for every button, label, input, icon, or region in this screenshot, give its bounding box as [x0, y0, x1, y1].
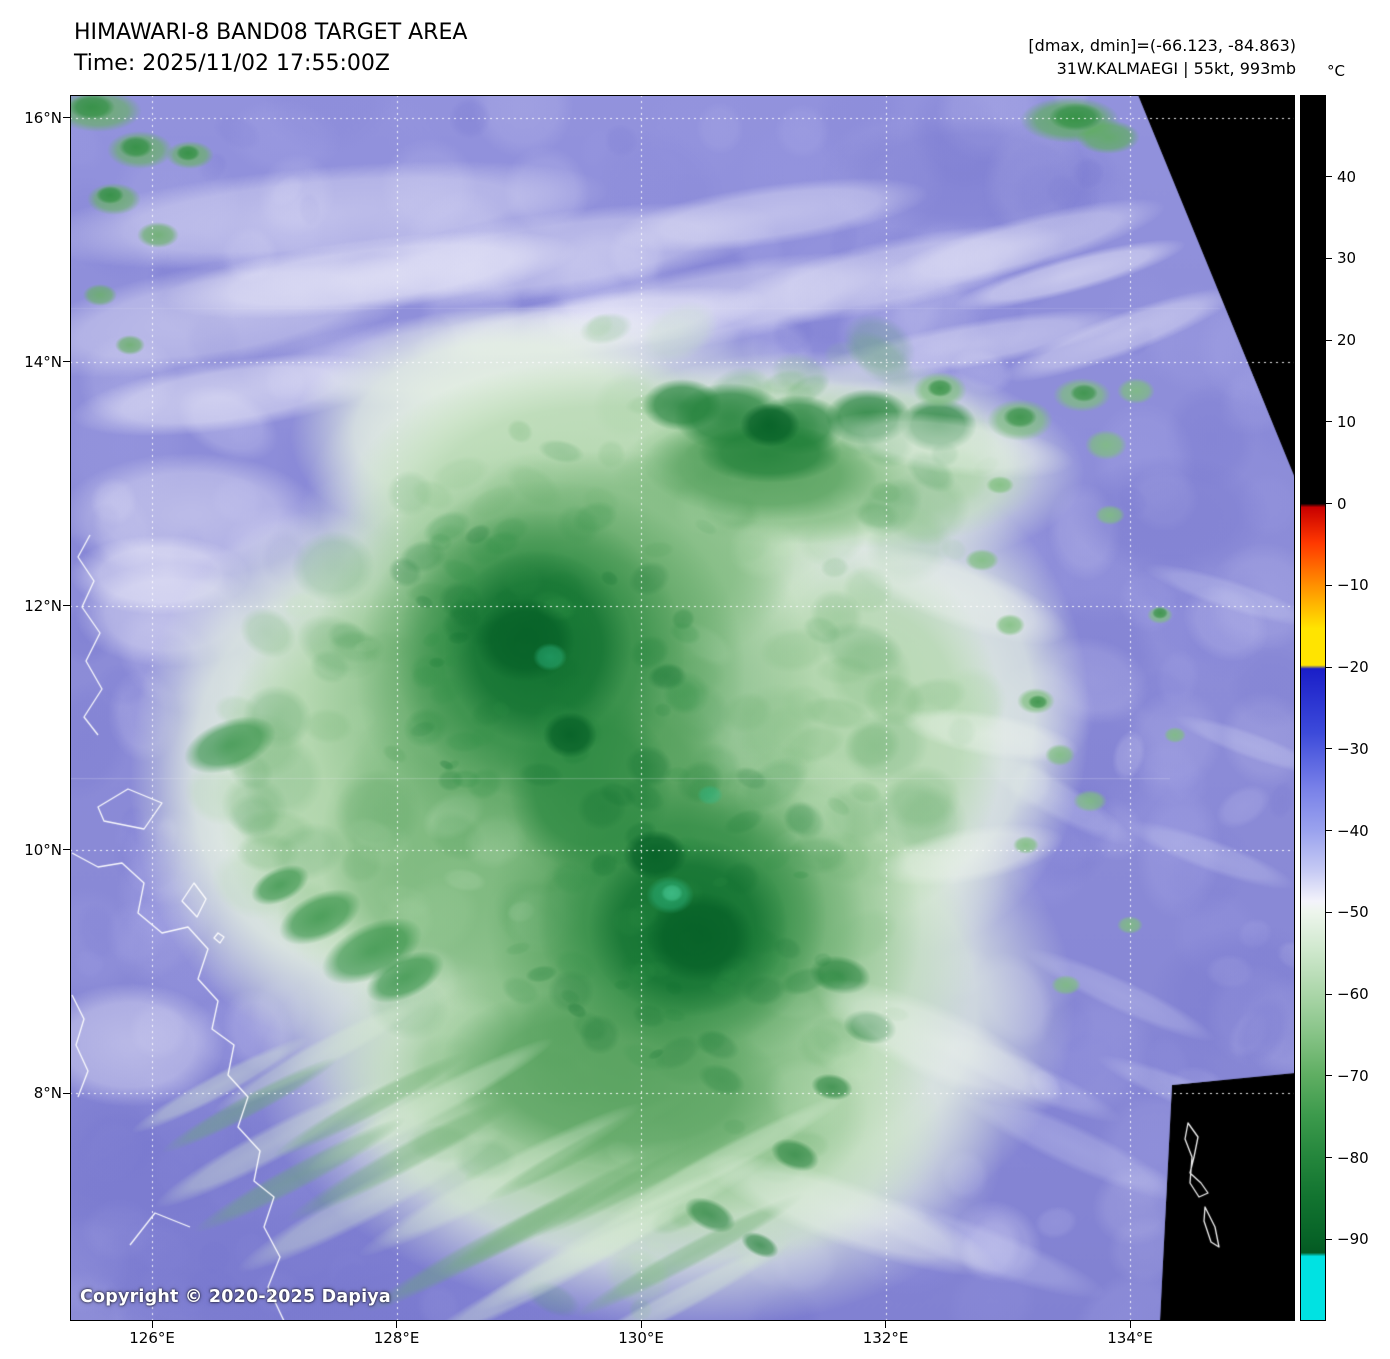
storm-info-line: 31W.KALMAEGI | 55kt, 993mb	[1056, 59, 1296, 79]
colorbar-tick-label: −30	[1337, 739, 1369, 758]
dmax-dmin-line: [dmax, dmin]=(-66.123, -84.863)	[1028, 36, 1296, 55]
colorbar-tick-mark	[1326, 830, 1332, 832]
plot-title-block: HIMAWARI-8 BAND08 TARGET AREA Time: 2025…	[74, 18, 467, 80]
colorbar-tick-label: −70	[1337, 1066, 1369, 1085]
plot-annotation-block: [dmax, dmin]=(-66.123, -84.863) 31W.KALM…	[1028, 34, 1296, 80]
lon-tick-mark	[640, 1321, 642, 1328]
lat-tick-mark	[63, 849, 70, 850]
lon-tick-mark	[885, 1321, 887, 1328]
satellite-image	[71, 96, 1294, 1320]
colorbar-tick-label: −40	[1337, 821, 1369, 840]
time-line: Time: 2025/11/02 17:55:00Z	[74, 50, 390, 76]
colorbar-tick-mark	[1326, 1075, 1332, 1077]
lon-tick-label: 128°E	[373, 1329, 420, 1347]
map-plot: Copyright © 2020-2025 Dapiya	[70, 95, 1295, 1321]
lat-tick-mark	[63, 605, 70, 607]
colorbar-tick-label: 10	[1337, 412, 1357, 431]
title-line: HIMAWARI-8 BAND08 TARGET AREA	[74, 20, 468, 45]
colorbar	[1300, 95, 1326, 1321]
colorbar-unit-label: °C	[1327, 62, 1345, 80]
colorbar-tick-label: −80	[1337, 1148, 1369, 1167]
colorbar-tick-mark	[1326, 993, 1332, 995]
colorbar-tick-label: −20	[1337, 658, 1369, 677]
lat-tick-label: 14°N	[24, 352, 62, 371]
copyright-label: Copyright © 2020-2025 Dapiya	[80, 1287, 391, 1307]
lat-tick-label: 12°N	[24, 596, 62, 615]
lat-tick-label: 10°N	[24, 840, 62, 859]
colorbar-tick-label: −50	[1337, 903, 1369, 922]
colorbar-tick-mark	[1326, 666, 1332, 668]
colorbar-tick-label: 40	[1337, 167, 1357, 186]
lon-tick-mark	[151, 1321, 153, 1328]
lat-tick-label: 16°N	[24, 108, 62, 127]
colorbar-tick-label: 30	[1337, 249, 1357, 268]
lon-tick-label: 130°E	[618, 1329, 664, 1347]
colorbar-tick-mark	[1326, 176, 1332, 178]
lat-tick-mark	[63, 1092, 70, 1094]
colorbar-tick-mark	[1326, 584, 1332, 586]
colorbar-tick-mark	[1326, 1157, 1332, 1159]
colorbar-tick-label: −90	[1337, 1230, 1369, 1249]
lon-tick-label: 126°E	[129, 1329, 175, 1347]
lat-tick-mark	[63, 117, 70, 119]
colorbar-tick-label: 0	[1337, 494, 1347, 513]
lon-tick-label: 134°E	[1107, 1329, 1153, 1347]
colorbar-tick-label: −60	[1337, 985, 1369, 1004]
colorbar-tick-mark	[1326, 1238, 1332, 1240]
colorbar-tick-label: 20	[1337, 331, 1357, 350]
lat-tick-mark	[63, 361, 70, 363]
lat-tick-label: 8°N	[33, 1084, 62, 1103]
colorbar-tick-mark	[1326, 257, 1332, 259]
colorbar-tick-label: −10	[1337, 576, 1369, 595]
lon-tick-mark	[1129, 1321, 1131, 1328]
colorbar-tick-mark	[1326, 911, 1332, 913]
colorbar-tick-mark	[1326, 503, 1332, 505]
colorbar-tick-mark	[1326, 421, 1332, 423]
colorbar-tick-mark	[1326, 748, 1332, 750]
colorbar-tick-mark	[1326, 339, 1332, 341]
lon-tick-mark	[396, 1321, 398, 1328]
lon-tick-label: 132°E	[862, 1329, 909, 1347]
